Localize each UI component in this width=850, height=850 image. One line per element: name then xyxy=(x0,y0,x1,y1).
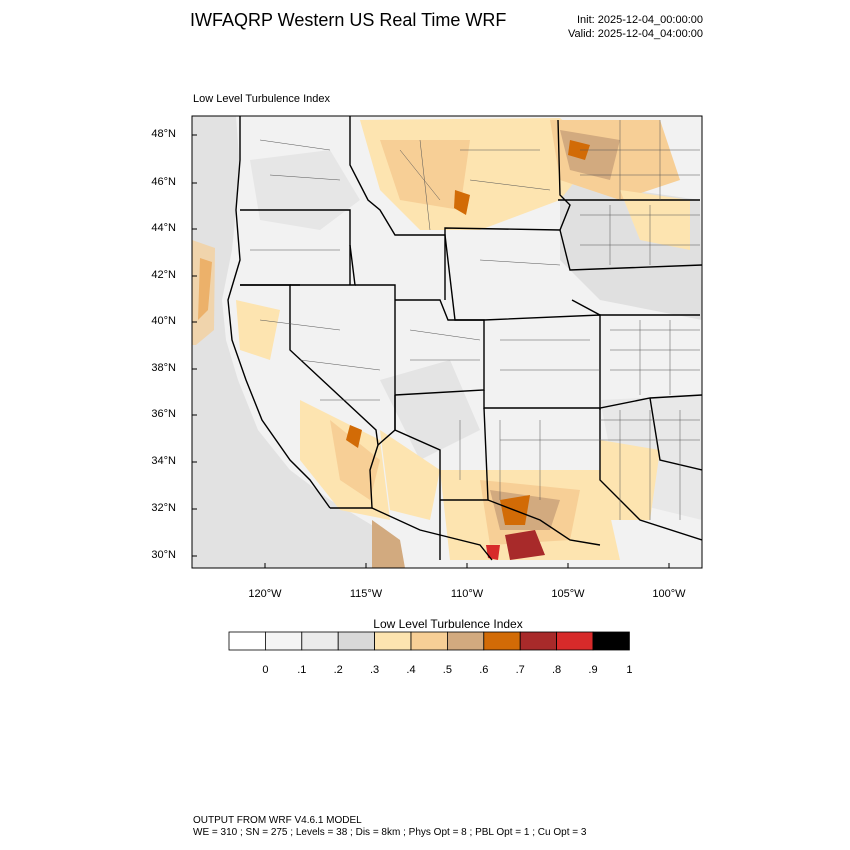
lat-label: 40°N xyxy=(151,315,176,327)
colorbar-tick-label: .9 xyxy=(588,664,598,676)
colorbar-swatch xyxy=(410,631,448,651)
lat-label: 46°N xyxy=(151,176,176,188)
lat-label: 30°N xyxy=(151,549,176,561)
colorbar-tick-label: 0 xyxy=(262,664,269,676)
colorbar-swatch xyxy=(592,631,630,651)
colorbar-swatch xyxy=(519,631,558,651)
colorbar-tick-label: .1 xyxy=(297,664,307,676)
lon-label: 105°W xyxy=(551,588,585,600)
lat-label: 44°N xyxy=(151,222,176,234)
lat-label: 48°N xyxy=(151,128,176,140)
map-label: Low Level Turbulence Index xyxy=(193,93,330,105)
footer-config: WE = 310 ; SN = 275 ; Levels = 38 ; Dis … xyxy=(193,827,587,838)
colorbar-swatch xyxy=(264,631,303,651)
valid-time: Valid: 2025-12-04_04:00:00 xyxy=(568,28,703,40)
run-times: Init: 2025-12-04_00:00:00 Valid: 2025-12… xyxy=(568,13,703,41)
colorbar-swatch xyxy=(228,631,266,651)
chart-title: IWFAQRP Western US Real Time WRF xyxy=(190,10,507,30)
lat-label: 38°N xyxy=(151,362,176,374)
footer: OUTPUT FROM WRF V4.6.1 MODEL WE = 310 ; … xyxy=(193,815,586,839)
lat-label: 32°N xyxy=(151,502,176,514)
lon-label: 100°W xyxy=(652,588,686,600)
colorbar-tick-label: .5 xyxy=(442,664,452,676)
colorbar-swatch xyxy=(374,631,412,651)
colorbar xyxy=(228,631,630,651)
colorbar-tick-label: .4 xyxy=(406,664,416,676)
lat-label: 42°N xyxy=(151,269,176,281)
map-area xyxy=(192,116,702,568)
colorbar-tick-label: .3 xyxy=(370,664,380,676)
init-time: Init: 2025-12-04_00:00:00 xyxy=(577,14,703,26)
map-frame xyxy=(191,115,703,569)
colorbar-tick-label: .8 xyxy=(552,664,562,676)
footer-model: OUTPUT FROM WRF V4.6.1 MODEL xyxy=(193,815,362,826)
colorbar-swatch xyxy=(301,631,339,651)
colorbar-tick-label: .2 xyxy=(333,664,343,676)
lat-label: 34°N xyxy=(151,455,176,467)
lon-label: 120°W xyxy=(248,588,282,600)
colorbar-swatch xyxy=(446,631,485,651)
colorbar-title: Low Level Turbulence Index xyxy=(373,617,523,631)
colorbar-tick-label: 1 xyxy=(626,664,633,676)
colorbar-swatch xyxy=(556,631,594,651)
lat-label: 36°N xyxy=(151,408,176,420)
colorbar-tick-label: .6 xyxy=(479,664,489,676)
colorbar-swatch xyxy=(337,631,376,651)
lon-label: 110°W xyxy=(450,588,484,600)
lon-label: 115°W xyxy=(349,588,383,600)
colorbar-swatch xyxy=(483,631,521,651)
colorbar-tick-label: .7 xyxy=(515,664,525,676)
